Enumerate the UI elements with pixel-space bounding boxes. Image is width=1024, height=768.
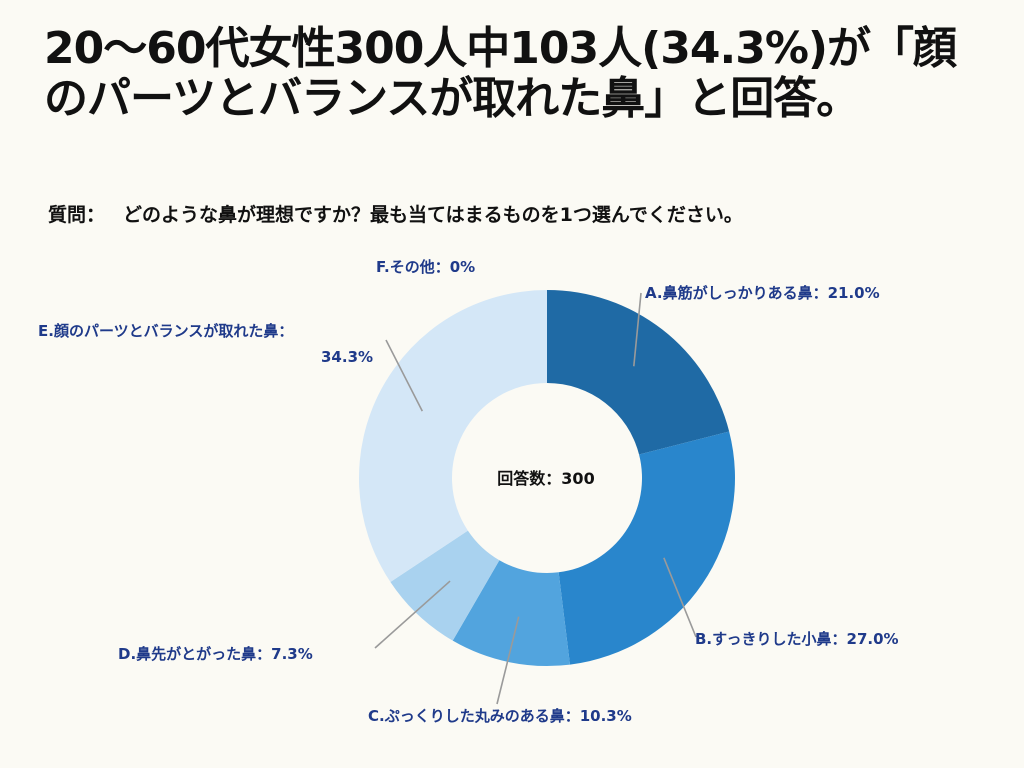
slice-a — [547, 290, 730, 455]
label-f: F.その他：0% — [376, 258, 476, 276]
slice-c — [452, 560, 570, 666]
leader-line-b — [663, 557, 697, 638]
label-a: A.鼻筋がしっかりある鼻：21.0% — [645, 284, 880, 302]
leader-line-d — [374, 580, 451, 649]
label-c: C.ぷっくりした丸みのある鼻：10.3% — [368, 707, 632, 725]
question: 質問： どのような鼻が理想ですか？最も当てはまるものを1つ選んでください。 — [48, 200, 1008, 227]
leader-line-e — [385, 339, 424, 412]
leader-line-a — [633, 292, 642, 367]
leader-line-c — [496, 616, 520, 705]
question-label: 質問： — [48, 204, 106, 226]
label-d: D.鼻先がとがった鼻：7.3% — [118, 645, 313, 663]
slice-e — [359, 290, 547, 583]
center-total-label: 回答数：300 — [497, 469, 595, 488]
label-e: E.顔のパーツとバランスが取れた鼻： — [38, 322, 294, 340]
headline: 20～60代女性300人中103人(34.3%)が「顔のパーツとバランスが取れた… — [44, 23, 957, 124]
slice-b — [558, 431, 735, 665]
question-text: どのような鼻が理想ですか？最も当てはまるものを1つ選んでください。 — [123, 204, 743, 226]
label-b: B.すっきりした小鼻：27.0% — [695, 630, 899, 648]
label-e-value: 34.3% — [321, 348, 374, 366]
